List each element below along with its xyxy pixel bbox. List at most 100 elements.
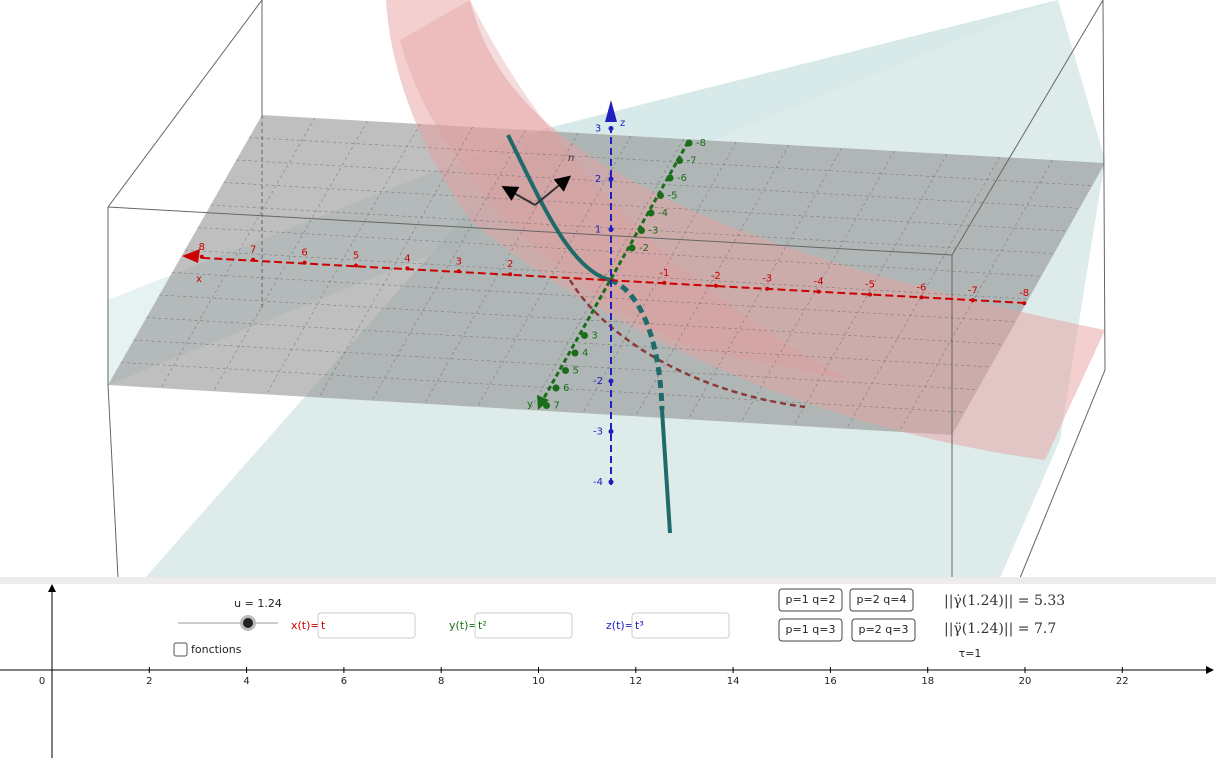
- input-label: z(t)=: [606, 619, 634, 632]
- x-tick-label: -2: [711, 271, 721, 282]
- slider-knob[interactable]: [243, 618, 253, 628]
- bounding-box: [107, 0, 1106, 579]
- slider-label: u = 1.24: [234, 597, 282, 610]
- z-tick-label: -4: [593, 477, 603, 488]
- button[interactable]: [778, 618, 843, 642]
- y-tick-label: -8: [696, 138, 706, 149]
- x-ticks-2d: 0 2 4 6 8 10 12 14 16 18 20 22: [39, 667, 1129, 687]
- z-tick-label: 3: [595, 124, 601, 135]
- input-box[interactable]: [317, 612, 416, 639]
- x-tick: [199, 254, 204, 259]
- graphics-2d: 0 2 4 6 8 10 12 14 16 18 20 22: [0, 584, 1214, 758]
- x-tick-label-2d: 16: [824, 676, 837, 687]
- input-box[interactable]: [631, 612, 730, 639]
- x-tick-label-2d: 12: [629, 676, 642, 687]
- x-tick: [713, 283, 718, 288]
- y-tick: [628, 244, 636, 252]
- input-box[interactable]: [474, 612, 573, 639]
- x-tick-label-2d: 6: [341, 676, 347, 687]
- grid-line: [236, 159, 1080, 209]
- y-tick-label: -6: [677, 173, 687, 184]
- x-axis-label: x: [196, 274, 202, 285]
- grid-line: [120, 362, 965, 413]
- y-tick-label: -4: [658, 208, 668, 219]
- pink-surface: [400, 0, 850, 380]
- plane-grid: [120, 117, 1093, 433]
- x-tick-label: 5: [353, 251, 359, 262]
- y-axis-arrow: [537, 395, 549, 410]
- x-tick-label: -6: [916, 282, 926, 293]
- y-axis: [538, 141, 690, 406]
- y-tick: [571, 349, 579, 357]
- x-tick: [354, 263, 358, 268]
- grid-line: [210, 204, 1055, 254]
- x-tick-label: -4: [814, 277, 824, 288]
- grid-line: [159, 294, 1004, 345]
- z-tick-label: 2: [595, 174, 601, 185]
- y-tick-label: 4: [582, 348, 588, 359]
- x-tick-label: -8: [1019, 288, 1029, 299]
- view-3d: x y z n 8 7 6 5 4 3 2-1 -2 -3 -4 -5 -6 -7 -8-8-7-6-5-…: [107, 0, 1106, 579]
- x-tick-label-2d: 4: [243, 676, 249, 687]
- x-tick-label: 7: [250, 245, 256, 256]
- grid-line: [172, 272, 1016, 322]
- x-tick: [1022, 301, 1027, 306]
- y-tick-label: 6: [563, 383, 569, 394]
- velocity-norm: ||γ̇(1.24)|| = 5.33: [944, 593, 1065, 609]
- y-tick: [552, 384, 560, 392]
- x-tick-label-2d: 18: [921, 676, 934, 687]
- x-tick-label-2d: 8: [438, 676, 444, 687]
- input-label: y(t)=: [449, 619, 478, 632]
- z-tick: [608, 227, 614, 232]
- controls: u = 1.24 fonctions x(t)= t y(t)= t² z(t)…: [173, 588, 1065, 660]
- grid-line: [184, 249, 1029, 300]
- axis-ticks-3d: 8 7 6 5 4 3 2-1 -2 -3 -4 -5 -6 -7 -8-8-7-6-5-4-3-2345…: [199, 124, 1030, 489]
- z-tick-label: 1: [595, 225, 601, 236]
- x-tick-label: -7: [968, 285, 978, 296]
- y-tick-label: 5: [573, 366, 579, 377]
- button-group: p=1 q=2 p=2 q=4 p=1 q=3 p=2 q=3: [778, 588, 916, 642]
- grid-line: [146, 317, 991, 368]
- x-axis-arrow: [182, 249, 200, 263]
- x-tick-label: -1: [659, 268, 669, 279]
- grid-line: [740, 150, 895, 423]
- y-tick: [638, 227, 645, 234]
- y-tick-label: -2: [639, 243, 649, 254]
- curve: [609, 277, 665, 411]
- grid-line: [213, 120, 368, 392]
- grid-line: [424, 132, 579, 404]
- z-tick: [608, 479, 614, 485]
- x-tick: [405, 266, 410, 271]
- grid-line: [476, 135, 632, 408]
- x-tick-label: 6: [301, 248, 307, 259]
- normal-vector: [534, 175, 572, 206]
- z-tick: [608, 378, 614, 384]
- y-tick: [647, 209, 655, 217]
- x-tick: [508, 272, 513, 277]
- z-tick: [608, 176, 614, 182]
- z-tick: [608, 126, 614, 131]
- x-tick-label-2d: 20: [1019, 676, 1032, 687]
- input-value: t²: [478, 619, 487, 632]
- grid-line: [687, 147, 842, 420]
- z-tick-label: -3: [593, 427, 603, 438]
- button[interactable]: [849, 588, 914, 612]
- grid-line: [249, 137, 1093, 186]
- x-tick-label-2d: 10: [532, 676, 545, 687]
- x-tick: [456, 269, 461, 274]
- x-tick-label-2d: 2: [146, 676, 152, 687]
- z-axis-label: z: [620, 118, 625, 129]
- input-value: t³: [635, 619, 644, 632]
- button-label: p=1 q=3: [786, 623, 836, 636]
- button[interactable]: [851, 618, 916, 642]
- checkbox[interactable]: [173, 642, 188, 657]
- y-tick: [685, 139, 693, 147]
- x-tick-label: 3: [456, 256, 462, 267]
- x-tick: [970, 298, 975, 303]
- button-label: p=2 q=4: [857, 593, 907, 606]
- input-value: t: [321, 619, 326, 632]
- button[interactable]: [778, 588, 843, 612]
- y-tick: [676, 157, 683, 164]
- z-axis-arrow: [605, 100, 617, 122]
- x-axis: [185, 256, 1026, 304]
